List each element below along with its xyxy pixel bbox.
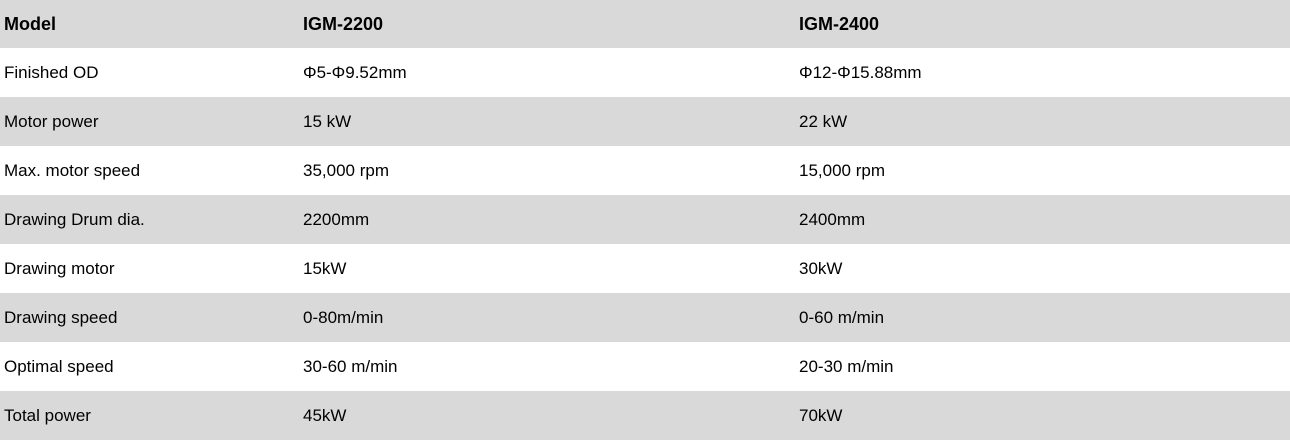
- cell-value: 22 kW: [799, 111, 848, 131]
- cell-value: 0-80m/min: [303, 307, 384, 327]
- table-row: Total power 45kW 70kW: [0, 391, 1290, 440]
- header-cell: IGM-2400: [799, 13, 880, 34]
- table-row: Drawing Drum dia. 2200mm 2400mm: [0, 195, 1290, 244]
- cell-value: 15 kW: [303, 111, 352, 131]
- table-row: Drawing speed 0-80m/min 0-60 m/min: [0, 293, 1290, 342]
- row-label: Drawing Drum dia.: [4, 209, 145, 229]
- row-label: Drawing speed: [4, 307, 118, 327]
- header-cell: Model: [4, 13, 56, 34]
- cell-value: Φ5-Φ9.52mm: [303, 62, 407, 82]
- cell-value: 0-60 m/min: [799, 307, 885, 327]
- table-header-row: Model IGM-2200 IGM-2400: [0, 0, 1290, 48]
- row-label: Motor power: [4, 111, 99, 131]
- cell-value: 30-60 m/min: [303, 356, 398, 376]
- table-row: Finished OD Φ5-Φ9.52mm Φ12-Φ15.88mm: [0, 48, 1290, 97]
- row-label: Drawing motor: [4, 258, 115, 278]
- cell-value: 35,000 rpm: [303, 160, 389, 180]
- row-label: Optimal speed: [4, 356, 114, 376]
- cell-value: 45kW: [303, 405, 347, 425]
- row-label: Total power: [4, 405, 91, 425]
- row-label: Finished OD: [4, 62, 99, 82]
- table-row: Optimal speed 30-60 m/min 20-30 m/min: [0, 342, 1290, 391]
- header-cell: IGM-2200: [303, 13, 384, 34]
- cell-value: Φ12-Φ15.88mm: [799, 62, 922, 82]
- table-row: Max. motor speed 35,000 rpm 15,000 rpm: [0, 146, 1290, 195]
- table-row: Drawing motor 15kW 30kW: [0, 244, 1290, 293]
- cell-value: 20-30 m/min: [799, 356, 894, 376]
- cell-value: 2200mm: [303, 209, 370, 229]
- cell-value: 15kW: [303, 258, 347, 278]
- cell-value: 15,000 rpm: [799, 160, 885, 180]
- cell-value: 30kW: [799, 258, 843, 278]
- cell-value: 70kW: [799, 405, 843, 425]
- table-row: Motor power 15 kW 22 kW: [0, 97, 1290, 146]
- row-label: Max. motor speed: [4, 160, 141, 180]
- cell-value: 2400mm: [799, 209, 866, 229]
